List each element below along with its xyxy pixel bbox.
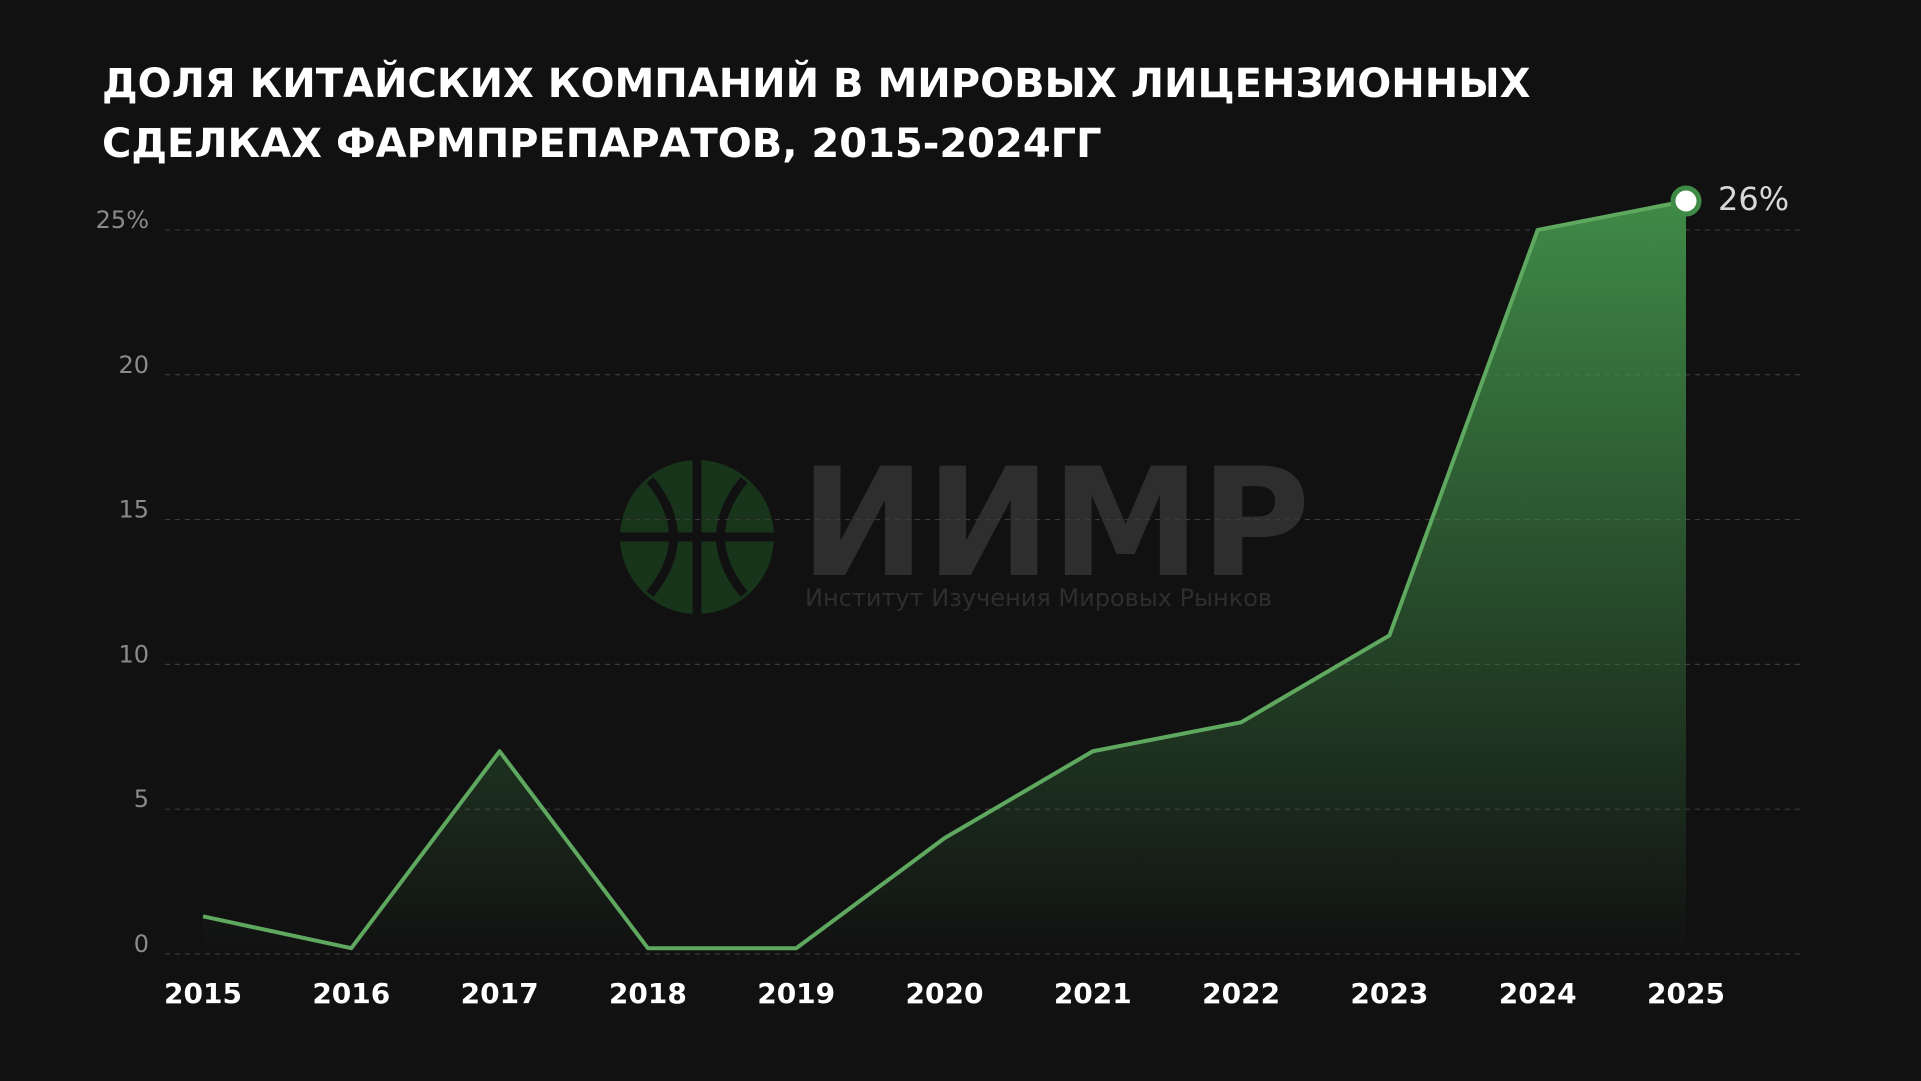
y-tick-label: 5 xyxy=(134,785,149,813)
y-tick-label: 25% xyxy=(96,206,149,234)
data-label: 26% xyxy=(1718,180,1789,218)
x-tick-label: 2018 xyxy=(609,977,687,1010)
x-tick-label: 2022 xyxy=(1202,977,1280,1010)
line xyxy=(202,199,1687,951)
y-tick-label: 10 xyxy=(118,640,149,668)
x-tick-label: 2023 xyxy=(1350,977,1428,1010)
watermark-logo xyxy=(620,460,774,614)
x-tick-label: 2019 xyxy=(757,977,835,1010)
watermark: ИИМР xyxy=(800,437,1310,611)
x-tick-label: 2017 xyxy=(461,977,539,1010)
area-fill xyxy=(203,201,1686,954)
x-tick-label: 2020 xyxy=(906,977,984,1010)
watermark-subtitle: Институт Изучения Мировых Рынков xyxy=(805,584,1272,612)
chart-title: ДОЛЯ КИТАЙСКИХ КОМПАНИЙ В МИРОВЫХ ЛИЦЕНЗ… xyxy=(102,59,1531,167)
y-tick-label: 0 xyxy=(134,930,149,958)
x-tick-label: 2021 xyxy=(1054,977,1132,1010)
x-tick-label: 2025 xyxy=(1647,977,1725,1010)
point-marker xyxy=(1670,185,1702,217)
y-tick-label: 20 xyxy=(118,351,149,379)
x-tick-label: 2015 xyxy=(164,977,242,1010)
x-tick-label: 2024 xyxy=(1499,977,1577,1010)
x-tick-label: 2016 xyxy=(312,977,390,1010)
y-tick-label: 15 xyxy=(118,496,149,524)
